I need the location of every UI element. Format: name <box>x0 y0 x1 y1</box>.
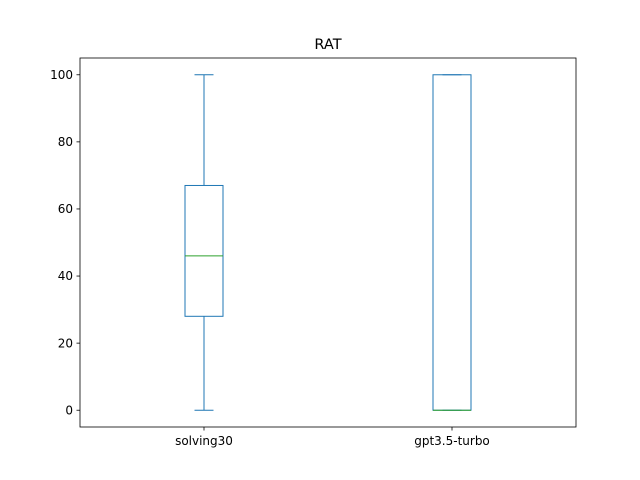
box-iqr <box>184 184 224 317</box>
axes-frame <box>79 57 577 428</box>
x-tick-label: gpt3.5-turbo <box>414 434 490 448</box>
box-group-solving30 <box>184 74 224 411</box>
y-tick-label: 40 <box>58 269 73 283</box>
chart-title: RAT <box>314 37 341 53</box>
y-tick-label: 20 <box>58 336 73 350</box>
y-tick-label: 80 <box>58 135 73 149</box>
box-iqr <box>432 74 472 411</box>
y-tick-label: 100 <box>50 68 73 82</box>
y-tick-label: 0 <box>65 403 73 417</box>
x-tick-label: solving30 <box>175 434 233 448</box>
box-group-gpt3.5-turbo <box>432 74 472 411</box>
y-tick-label: 60 <box>58 202 73 216</box>
plot-layer: 0 20 40 60 80 100 solving30 gpt3.5-turbo <box>50 68 490 448</box>
